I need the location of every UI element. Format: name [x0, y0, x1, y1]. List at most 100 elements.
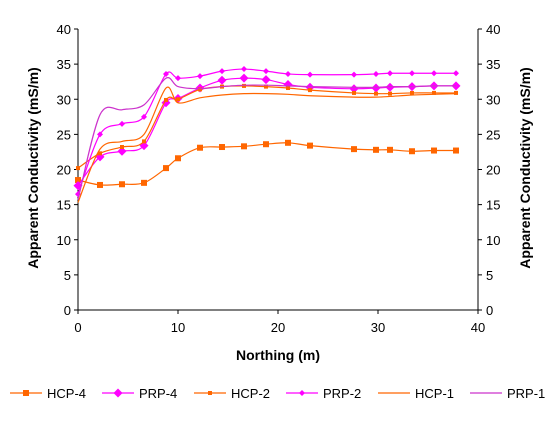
data-point-hcp-4	[453, 147, 459, 154]
data-point-hcp-4	[219, 144, 225, 151]
data-point-hcp-2	[142, 139, 146, 144]
y-tick-label-right: 15	[486, 198, 500, 213]
data-point-prp-4	[283, 79, 293, 89]
x-tick-label: 0	[74, 320, 81, 335]
data-point-hcp-4	[197, 144, 203, 151]
data-point-hcp-4	[409, 148, 415, 155]
y-tick-label-left: 25	[57, 127, 71, 142]
legend-item-hcp-4: HCP-4	[10, 386, 86, 401]
y-axis-left: 0 5 10 15 20 25 30 35 40	[57, 22, 78, 318]
data-point-hcp-2	[352, 90, 356, 95]
x-axis: 0 10 20 30 40	[74, 310, 485, 335]
x-tick-label: 40	[471, 320, 485, 335]
series-prp-2	[75, 66, 459, 198]
x-axis-title: Northing (m)	[236, 347, 320, 363]
x-tick-label: 10	[171, 320, 185, 335]
data-point-hcp-2	[308, 88, 312, 93]
data-point-prp-2	[219, 68, 225, 75]
data-point-prp-4	[239, 73, 249, 83]
data-point-hcp-4	[263, 141, 269, 148]
legend-swatch-marker	[299, 390, 305, 396]
data-point-prp-4	[349, 84, 359, 94]
data-point-hcp-2	[286, 86, 290, 91]
data-point-hcp-4	[373, 146, 379, 153]
data-point-hcp-2	[374, 91, 378, 96]
data-point-hcp-4	[387, 146, 393, 153]
legend-item-hcp-1: HCP-1	[378, 386, 454, 401]
data-point-prp-4	[161, 98, 171, 108]
series-hcp-2	[76, 83, 458, 171]
legend-item-hcp-2: HCP-2	[194, 386, 270, 401]
y-tick-label-left: 0	[64, 303, 71, 318]
data-point-hcp-4	[307, 142, 313, 149]
y-tick-label-left: 35	[57, 57, 71, 72]
data-point-prp-2	[351, 71, 357, 78]
data-point-prp-2	[387, 70, 393, 77]
data-point-hcp-4	[97, 181, 103, 188]
legend-label: HCP-1	[415, 386, 454, 401]
data-point-prp-4	[217, 75, 227, 85]
data-point-prp-2	[241, 66, 247, 73]
data-point-prp-2	[285, 70, 291, 77]
x-tick-label: 20	[271, 320, 285, 335]
data-point-prp-4	[385, 82, 395, 92]
series-prp-4	[73, 73, 461, 191]
legend-swatch-marker	[23, 390, 29, 396]
series-line-hcp-2	[77, 85, 456, 169]
data-point-hcp-4	[163, 165, 169, 172]
y-tick-label-left: 10	[57, 233, 71, 248]
y-tick-label-left: 30	[57, 92, 71, 107]
legend: HCP-4 PRP-4 HCP-2 PRP-2 HCP-1 PRP-1	[10, 386, 545, 401]
y-tick-label-right: 35	[486, 57, 500, 72]
legend-item-prp-1: PRP-1	[470, 386, 545, 401]
data-point-hcp-2	[120, 145, 124, 150]
legend-label: PRP-4	[139, 386, 177, 401]
series-prp-1	[77, 77, 457, 200]
y-tick-label-right: 30	[486, 92, 500, 107]
legend-swatch-marker	[208, 391, 212, 395]
y-tick-label-right: 25	[486, 127, 500, 142]
data-point-prp-4	[117, 146, 127, 156]
data-point-hcp-4	[351, 146, 357, 153]
legend-item-prp-4: PRP-4	[102, 386, 177, 401]
y-tick-label-left: 40	[57, 22, 71, 37]
y-tick-label-right: 5	[486, 268, 493, 283]
series-line-prp-4	[77, 77, 457, 187]
series-layer	[73, 66, 461, 203]
series-line-hcp-4	[77, 142, 457, 186]
data-point-hcp-2	[176, 97, 180, 102]
data-point-hcp-4	[241, 143, 247, 150]
data-point-hcp-4	[141, 179, 147, 186]
y-tick-label-right: 0	[486, 303, 493, 318]
data-point-hcp-4	[285, 139, 291, 146]
series-line-hcp-1	[77, 86, 457, 203]
y-axis-right: 0 5 10 15 20 25 30 35 40	[478, 22, 500, 318]
series-hcp-4	[75, 139, 459, 188]
data-point-prp-2	[453, 70, 459, 77]
data-point-prp-2	[263, 68, 269, 75]
data-point-prp-2	[97, 131, 103, 138]
data-point-prp-2	[197, 73, 203, 80]
data-point-prp-2	[409, 70, 415, 77]
data-point-prp-4	[371, 83, 381, 93]
legend-item-prp-2: PRP-2	[286, 386, 361, 401]
data-point-hcp-2	[242, 83, 246, 88]
y-tick-label-right: 40	[486, 22, 500, 37]
y-tick-label-right: 20	[486, 163, 500, 178]
legend-label: PRP-2	[323, 386, 361, 401]
data-point-prp-2	[175, 75, 181, 82]
series-hcp-1	[77, 86, 457, 203]
y-tick-label-left: 20	[57, 163, 71, 178]
legend-label: HCP-2	[231, 386, 270, 401]
data-point-hcp-2	[410, 90, 414, 95]
data-point-prp-2	[431, 70, 437, 77]
y-tick-label-left: 5	[64, 268, 71, 283]
data-point-hcp-2	[164, 97, 168, 102]
data-point-prp-2	[119, 120, 125, 127]
data-point-prp-4	[261, 75, 271, 85]
data-point-prp-2	[141, 113, 147, 120]
data-point-hcp-4	[119, 181, 125, 188]
data-point-hcp-2	[76, 166, 80, 171]
